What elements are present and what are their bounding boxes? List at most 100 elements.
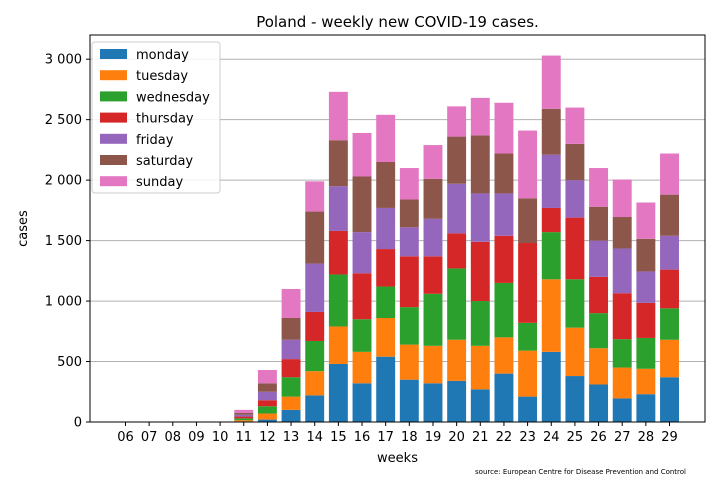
- bar-segment-sunday: [376, 114, 396, 162]
- bar-segment-monday: [660, 377, 679, 422]
- bar-segment-thursday: [399, 256, 419, 308]
- legend-label-saturday: saturday: [136, 154, 193, 169]
- bar-segment-sunday: [636, 202, 656, 239]
- bar-segment-saturday: [399, 199, 419, 228]
- y-axis-label: cases: [16, 210, 31, 247]
- bar-segment-wednesday: [399, 307, 419, 345]
- bar-segment-friday: [234, 414, 254, 417]
- bar-segment-monday: [518, 396, 538, 422]
- x-tick-label: 11: [235, 430, 252, 445]
- x-tick-label: 06: [117, 430, 134, 445]
- bar-segment-tuesday: [589, 348, 609, 385]
- x-tick-label: 17: [377, 430, 394, 445]
- bar-segment-thursday: [305, 311, 325, 341]
- bar-segment-sunday: [352, 132, 372, 177]
- x-tick-label: 15: [330, 430, 347, 445]
- bar-segment-wednesday: [470, 301, 490, 346]
- bar-segment-monday: [565, 376, 585, 422]
- bar-segment-thursday: [541, 207, 561, 233]
- source-note: source: European Centre for Disease Prev…: [475, 468, 686, 476]
- bar-segment-saturday: [423, 178, 443, 219]
- y-tick-label: 2 000: [45, 174, 82, 189]
- bar-segment-saturday: [541, 108, 561, 155]
- y-tick-label: 3 000: [45, 53, 82, 68]
- x-tick-label: 19: [425, 430, 442, 445]
- bar-segment-thursday: [352, 273, 372, 320]
- bar-segment-sunday: [470, 97, 490, 136]
- bar-segment-sunday: [565, 107, 585, 144]
- bar-segment-wednesday: [565, 279, 585, 328]
- bar-segment-thursday: [660, 269, 679, 309]
- bar-segment-monday: [305, 395, 325, 422]
- bar-segment-friday: [281, 339, 301, 360]
- y-tick-label: 0: [74, 416, 82, 431]
- bar-segment-wednesday: [518, 322, 538, 351]
- bar-segment-monday: [541, 351, 561, 422]
- bar-segment-friday: [636, 271, 656, 303]
- legend-label-sunday: sunday: [136, 175, 183, 190]
- bar-segment-friday: [423, 218, 443, 257]
- bar-segment-wednesday: [328, 274, 348, 327]
- bar-segment-friday: [470, 193, 490, 242]
- bar-segment-saturday: [447, 136, 467, 184]
- legend-swatch-monday: [100, 49, 127, 59]
- bar-segment-friday: [589, 240, 609, 277]
- bar-segment-tuesday: [518, 350, 538, 397]
- bar-segment-thursday: [447, 233, 467, 269]
- x-tick-label: 25: [567, 430, 584, 445]
- bar-segment-tuesday: [305, 371, 325, 396]
- bar-segment-saturday: [234, 412, 254, 415]
- legend-label-friday: friday: [136, 133, 174, 148]
- bar-segment-friday: [352, 232, 372, 274]
- bar-segment-friday: [257, 391, 277, 401]
- bar-segment-thursday: [376, 249, 396, 287]
- bar-segment-friday: [565, 180, 585, 218]
- bar-segment-saturday: [376, 161, 396, 208]
- bar-segment-wednesday: [281, 377, 301, 397]
- bar-segment-saturday: [281, 317, 301, 340]
- bar-segment-friday: [541, 154, 561, 208]
- legend-swatch-wednesday: [100, 91, 127, 102]
- bar-segment-friday: [494, 193, 514, 236]
- bar-segment-tuesday: [541, 279, 561, 352]
- bar-segment-monday: [612, 398, 632, 422]
- bar-segment-friday: [660, 235, 679, 270]
- bar-segment-monday: [447, 380, 467, 422]
- y-tick-label: 1 500: [45, 234, 82, 249]
- bar-segment-wednesday: [423, 293, 443, 346]
- plot-frame: [89, 34, 706, 423]
- bar-segment-monday: [376, 356, 396, 422]
- y-tick-label: 1 000: [45, 295, 82, 310]
- x-tick-label: 20: [448, 430, 465, 445]
- x-tick-label: 28: [638, 430, 655, 445]
- bar-segment-monday: [423, 383, 443, 422]
- bar-segment-monday: [352, 383, 372, 422]
- bar-segment-saturday: [612, 217, 632, 249]
- y-tick-label: 2 500: [45, 113, 82, 128]
- bar-segment-wednesday: [352, 319, 372, 352]
- bar-segment-saturday: [470, 135, 490, 194]
- x-tick-label: 16: [354, 430, 371, 445]
- x-tick-label: 13: [283, 430, 300, 445]
- bar-segment-tuesday: [636, 368, 656, 395]
- x-tick-label: 12: [259, 430, 276, 445]
- bar-segment-wednesday: [612, 339, 632, 368]
- bar-segment-tuesday: [352, 351, 372, 384]
- legend-label-thursday: thursday: [136, 112, 194, 127]
- bar-segment-wednesday: [541, 232, 561, 280]
- bar-segment-tuesday: [328, 326, 348, 364]
- bar-segment-sunday: [281, 288, 301, 318]
- bar-segment-tuesday: [257, 413, 277, 420]
- bar-segment-sunday: [399, 168, 419, 200]
- bar-segment-monday: [257, 419, 277, 422]
- bar-segment-sunday: [518, 130, 538, 199]
- bar-segment-sunday: [234, 409, 254, 413]
- bar-segment-sunday: [612, 179, 632, 218]
- bar-segment-saturday: [257, 383, 277, 392]
- bar-segment-monday: [636, 394, 656, 422]
- bar-segment-friday: [399, 227, 419, 257]
- legend-swatch-friday: [100, 133, 127, 144]
- bar-segment-tuesday: [612, 367, 632, 399]
- bar-segment-thursday: [281, 359, 301, 378]
